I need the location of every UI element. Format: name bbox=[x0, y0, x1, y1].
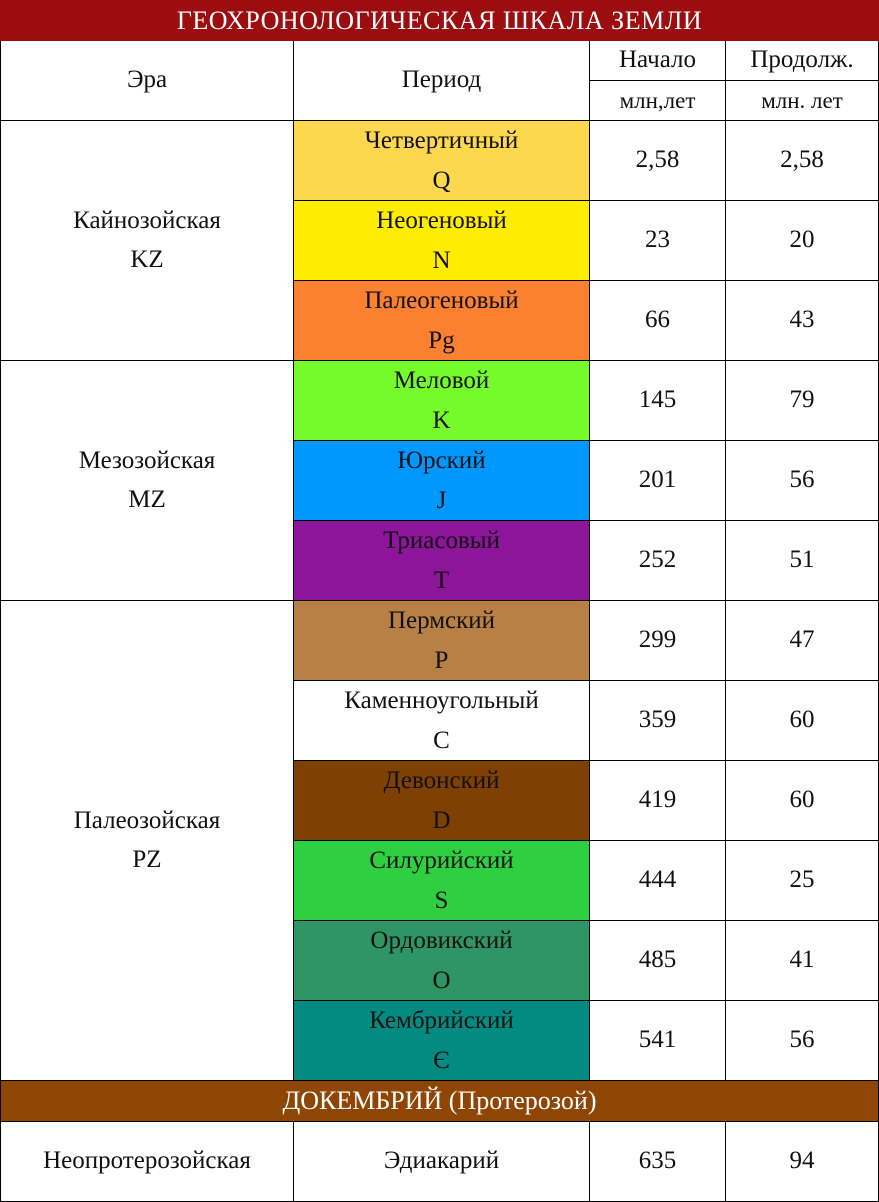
duration-value: 41 bbox=[726, 921, 879, 1001]
era-code: MZ bbox=[128, 485, 166, 513]
duration-value: 56 bbox=[726, 441, 879, 521]
era-name: Кайнозойская bbox=[73, 206, 221, 234]
era-code: PZ bbox=[132, 845, 162, 873]
era-cell-mesozoic: Мезозойская MZ bbox=[0, 361, 294, 601]
period-code: T bbox=[433, 566, 450, 594]
era-name: Палеозойская bbox=[73, 806, 221, 834]
period-name: Палеогеновый bbox=[364, 286, 519, 314]
duration-value: 43 bbox=[726, 281, 879, 361]
header-start-unit: млн,лет bbox=[590, 81, 726, 121]
start-value: 2,58 bbox=[590, 121, 726, 201]
header-period: Период bbox=[294, 41, 590, 121]
start-value: 252 bbox=[590, 521, 726, 601]
period-name: Пермский bbox=[387, 606, 496, 634]
duration-value: 20 bbox=[726, 201, 879, 281]
period-code: Є bbox=[433, 1046, 450, 1074]
period-cell: Девонский D bbox=[294, 761, 590, 841]
start-value: 201 bbox=[590, 441, 726, 521]
period-code: S bbox=[434, 886, 449, 914]
period-name: Четвертичный bbox=[364, 126, 519, 154]
period-code: K bbox=[432, 406, 451, 434]
era-code: KZ bbox=[130, 245, 164, 273]
period-name: Неогеновый bbox=[376, 206, 507, 234]
header-duration: Продолж. bbox=[726, 41, 879, 81]
duration-value: 56 bbox=[726, 1001, 879, 1081]
period-name: Юрский bbox=[397, 446, 486, 474]
period-cell: Каменноугольный C bbox=[294, 681, 590, 761]
era-neoproterozoic: Неопротерозойская bbox=[0, 1122, 294, 1202]
period-name: Силурийский bbox=[369, 846, 514, 874]
start-value: 23 bbox=[590, 201, 726, 281]
period-code: Pg bbox=[428, 326, 455, 354]
duration-value: 2,58 bbox=[726, 121, 879, 201]
period-cell: Триасовый T bbox=[294, 521, 590, 601]
period-code: O bbox=[432, 966, 451, 994]
start-value: 541 bbox=[590, 1001, 726, 1081]
period-cell: Кембрийский Є bbox=[294, 1001, 590, 1081]
period-cell: Неогеновый N bbox=[294, 201, 590, 281]
period-name: Триасовый bbox=[383, 526, 500, 554]
period-name: Ордовикский bbox=[370, 926, 513, 954]
period-ediacaran: Эдиакарий bbox=[294, 1122, 590, 1202]
duration-value: 79 bbox=[726, 361, 879, 441]
header-era: Эра bbox=[0, 41, 294, 121]
geochronology-table: Эра Период Начало Продолж. млн,лет млн. … bbox=[0, 41, 879, 1202]
start-value: 299 bbox=[590, 601, 726, 681]
period-cell: Пермский P bbox=[294, 601, 590, 681]
precambrian-banner: ДОКЕМБРИЙ (Протерозой) bbox=[0, 1081, 879, 1122]
period-name: Каменноугольный bbox=[344, 686, 539, 714]
start-value: 145 bbox=[590, 361, 726, 441]
period-name: Меловой bbox=[393, 366, 490, 394]
duration-value: 51 bbox=[726, 521, 879, 601]
period-cell: Ордовикский O bbox=[294, 921, 590, 1001]
period-cell: Меловой K bbox=[294, 361, 590, 441]
start-value: 635 bbox=[590, 1122, 726, 1202]
period-code: P bbox=[434, 646, 449, 674]
duration-value: 47 bbox=[726, 601, 879, 681]
duration-value: 60 bbox=[726, 761, 879, 841]
duration-value: 25 bbox=[726, 841, 879, 921]
period-code: J bbox=[436, 486, 447, 514]
period-cell: Палеогеновый Pg bbox=[294, 281, 590, 361]
era-cell-paleozoic: Палеозойская PZ bbox=[0, 601, 294, 1081]
duration-value: 60 bbox=[726, 681, 879, 761]
start-value: 359 bbox=[590, 681, 726, 761]
era-cell-cenozoic: Кайнозойская KZ bbox=[0, 121, 294, 361]
duration-value: 94 bbox=[726, 1122, 879, 1202]
start-value: 419 bbox=[590, 761, 726, 841]
header-duration-unit: млн. лет bbox=[726, 81, 879, 121]
start-value: 444 bbox=[590, 841, 726, 921]
period-code: N bbox=[432, 246, 451, 274]
period-code: D bbox=[432, 806, 451, 834]
table-title: ГЕОХРОНОЛОГИЧЕСКАЯ ШКАЛА ЗЕМЛИ bbox=[0, 0, 879, 41]
period-name: Девонский bbox=[383, 766, 500, 794]
period-code: C bbox=[433, 726, 450, 754]
start-value: 66 bbox=[590, 281, 726, 361]
period-code: Q bbox=[432, 166, 451, 194]
start-value: 485 bbox=[590, 921, 726, 1001]
period-name: Кембрийский bbox=[369, 1006, 514, 1034]
era-name: Мезозойская bbox=[78, 446, 216, 474]
period-cell: Юрский J bbox=[294, 441, 590, 521]
period-cell: Силурийский S bbox=[294, 841, 590, 921]
period-cell: Четвертичный Q bbox=[294, 121, 590, 201]
header-start: Начало bbox=[590, 41, 726, 81]
